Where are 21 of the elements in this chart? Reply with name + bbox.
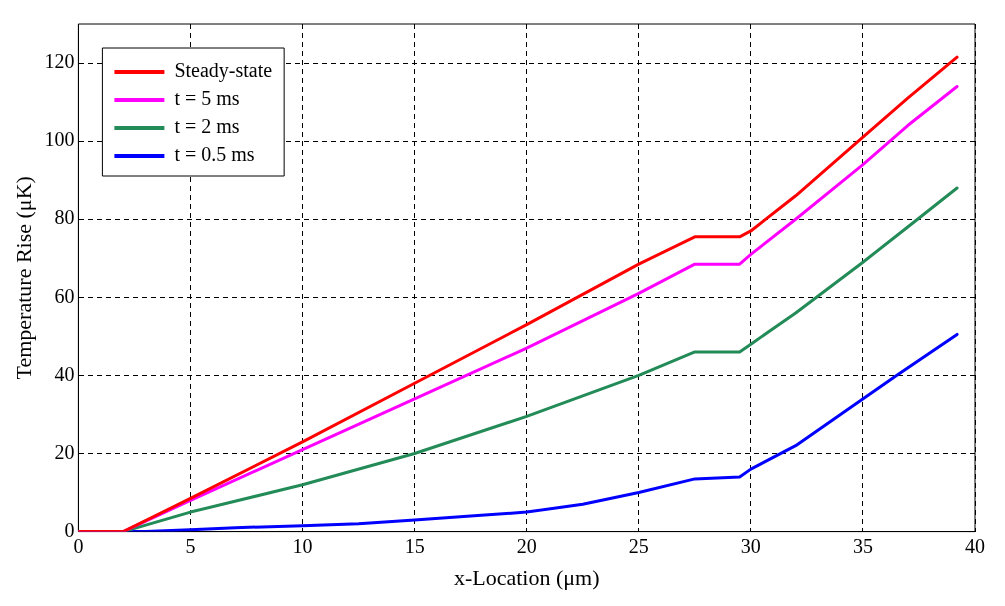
legend-label: t = 0.5 ms: [174, 143, 255, 166]
y-tick-label: 80: [54, 206, 75, 229]
x-tick-label: 10: [292, 534, 313, 557]
y-tick-label: 20: [54, 440, 75, 463]
x-tick-label: 35: [852, 534, 873, 557]
x-axis-title: x-Location (μm): [453, 564, 600, 590]
y-tick-label: 100: [44, 128, 75, 151]
y-axis-title: Temperature Rise (μK): [10, 176, 36, 380]
legend-label: t = 2 ms: [174, 115, 240, 138]
x-tick-label: 40: [965, 534, 985, 557]
legend-label: Steady-state: [174, 59, 273, 83]
y-tick-label: 40: [54, 362, 75, 385]
x-tick-label: 5: [185, 534, 196, 557]
x-tick-label: 15: [404, 534, 425, 557]
legend-label: t = 5 ms: [174, 87, 240, 110]
x-tick-label: 20: [516, 534, 537, 557]
y-tick-label: 0: [64, 518, 75, 541]
x-tick-label: 25: [628, 534, 649, 557]
y-tick-label: 120: [44, 50, 75, 73]
y-tick-label: 60: [54, 284, 75, 307]
x-tick-label: 30: [740, 534, 761, 557]
